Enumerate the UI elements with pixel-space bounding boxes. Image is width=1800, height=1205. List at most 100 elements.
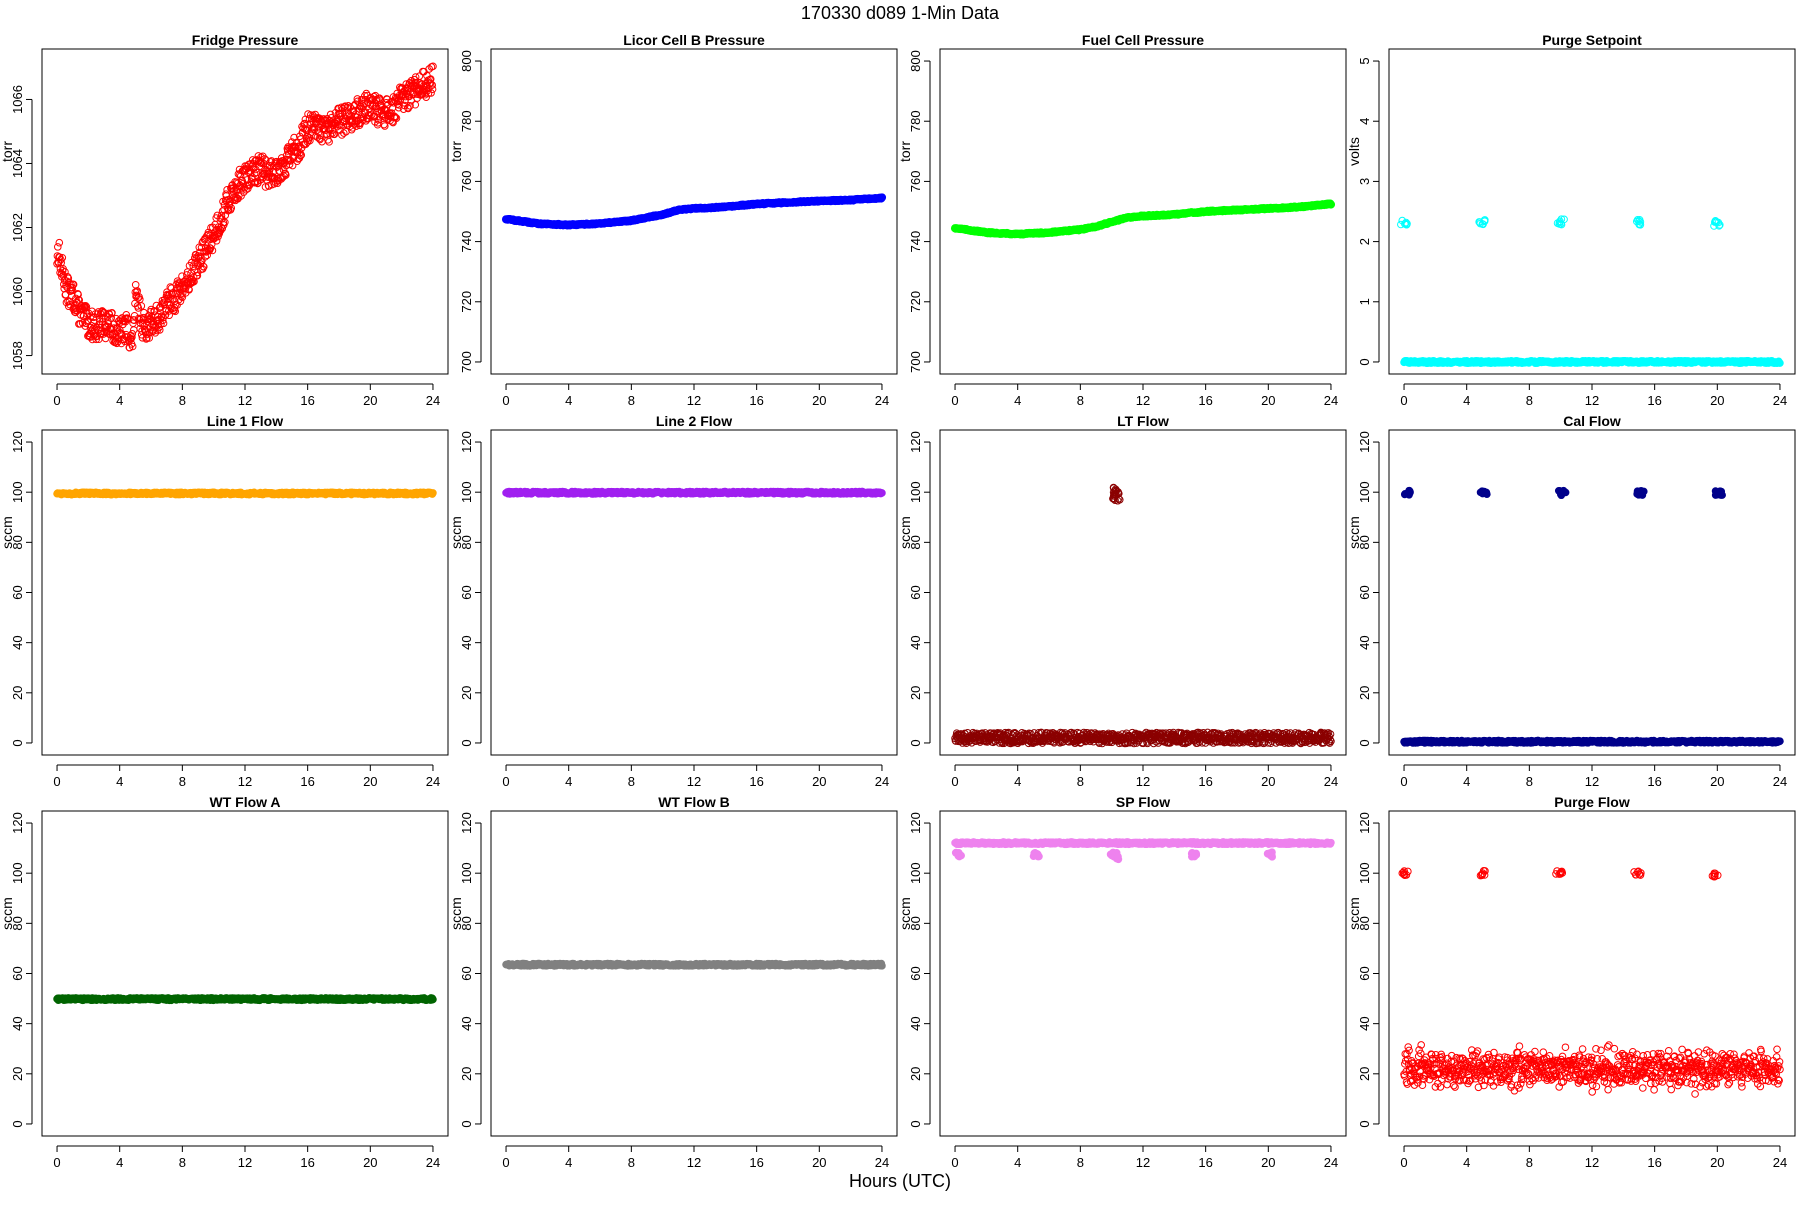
panel-title: Purge Setpoint <box>1542 32 1642 48</box>
y-tick-label: 5 <box>1357 57 1372 64</box>
x-tick-label: 8 <box>628 393 635 408</box>
series-0 <box>502 194 885 229</box>
y-tick-label: 0 <box>908 739 923 746</box>
y-axis-label: torr <box>0 141 15 162</box>
x-tick-label: 16 <box>1647 393 1661 408</box>
x-tick-label: 16 <box>1198 393 1212 408</box>
x-tick-label: 20 <box>363 774 377 789</box>
series-baseline <box>1401 357 1784 366</box>
panel-title: Line 2 Flow <box>656 413 732 429</box>
series-points <box>503 488 886 497</box>
x-tick-label: 0 <box>951 774 958 789</box>
series-points <box>502 194 885 229</box>
x-tick-label: 8 <box>1526 393 1533 408</box>
x-tick-label: 20 <box>1261 774 1275 789</box>
plot-frame <box>940 430 1346 755</box>
series-points <box>952 484 1335 746</box>
y-tick-label: 780 <box>459 110 474 132</box>
y-tick-label: 60 <box>908 585 923 599</box>
x-tick-label: 20 <box>812 393 826 408</box>
x-tick-label: 4 <box>1463 393 1470 408</box>
series-0 <box>54 489 437 498</box>
x-tick-label: 12 <box>1136 774 1150 789</box>
data-point <box>141 309 148 316</box>
x-tick-label: 12 <box>687 393 701 408</box>
panel-title: Fridge Pressure <box>192 32 299 48</box>
y-tick-label: 100 <box>459 481 474 503</box>
y-tick-label: 0 <box>459 739 474 746</box>
x-tick-label: 0 <box>53 774 60 789</box>
y-tick-label: 1060 <box>10 277 25 306</box>
y-tick-label: 1062 <box>10 213 25 242</box>
y-tick-label: 120 <box>459 431 474 453</box>
y-axis-label: sccm <box>448 516 464 549</box>
x-tick-label: 24 <box>1324 393 1338 408</box>
y-tick-label: 4 <box>1357 118 1372 125</box>
data-point <box>62 291 69 298</box>
x-tick-label: 0 <box>951 393 958 408</box>
y-tick-label: 40 <box>459 635 474 649</box>
x-tick-label: 4 <box>565 774 572 789</box>
x-tick-label: 12 <box>238 393 252 408</box>
x-tick-label: 4 <box>1014 774 1021 789</box>
y-axis-label: sccm <box>0 516 15 549</box>
series-baseline <box>952 729 1335 747</box>
x-tick-label: 4 <box>565 393 572 408</box>
x-tick-label: 24 <box>426 393 440 408</box>
panel-title: LT Flow <box>1117 413 1169 429</box>
y-axis-label: torr <box>448 141 464 162</box>
x-tick-label: 12 <box>238 774 252 789</box>
y-tick-label: 700 <box>459 351 474 373</box>
series-points <box>951 200 1334 238</box>
y-tick-label: 60 <box>459 585 474 599</box>
panel-title: Fuel Cell Pressure <box>1082 32 1204 48</box>
data-point <box>132 281 139 288</box>
y-tick-label: 740 <box>459 231 474 253</box>
y-tick-label: 1058 <box>10 341 25 370</box>
y-tick-label: 40 <box>908 635 923 649</box>
series-0 <box>503 488 886 497</box>
y-tick-label: 720 <box>908 291 923 313</box>
x-tick-label: 8 <box>628 774 635 789</box>
y-tick-label: 100 <box>10 481 25 503</box>
data-point <box>879 490 886 497</box>
y-tick-label: 3 <box>1357 178 1372 185</box>
y-axis-label: torr <box>897 141 913 162</box>
x-tick-label: 20 <box>1710 393 1724 408</box>
series-cal-events <box>1398 216 1724 229</box>
y-tick-label: 20 <box>10 686 25 700</box>
panel-title: Line 1 Flow <box>207 413 283 429</box>
series-0 <box>54 63 437 351</box>
series-0 <box>951 200 1334 238</box>
x-tick-label: 12 <box>1136 393 1150 408</box>
x-tick-label: 8 <box>179 393 186 408</box>
y-tick-label: 720 <box>459 291 474 313</box>
y-tick-label: 2 <box>1357 238 1372 245</box>
x-tick-label: 24 <box>426 774 440 789</box>
x-tick-label: 8 <box>1077 774 1084 789</box>
y-tick-label: 20 <box>459 686 474 700</box>
panel-title: Licor Cell B Pressure <box>623 32 765 48</box>
plot-frame <box>42 430 448 755</box>
x-tick-label: 24 <box>1773 393 1787 408</box>
x-tick-label: 20 <box>363 393 377 408</box>
y-tick-label: 60 <box>10 585 25 599</box>
x-tick-label: 24 <box>1324 774 1338 789</box>
x-tick-label: 16 <box>300 774 314 789</box>
